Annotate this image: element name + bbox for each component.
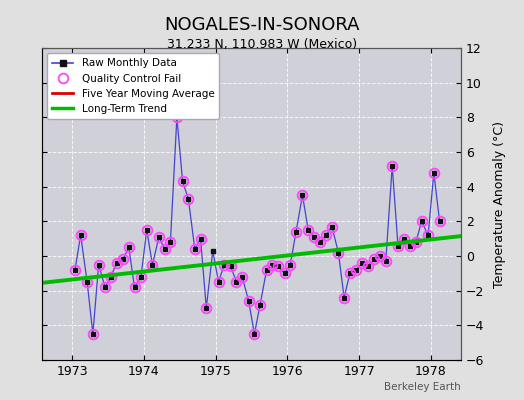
Y-axis label: Temperature Anomaly (°C): Temperature Anomaly (°C)	[493, 120, 506, 288]
Text: Berkeley Earth: Berkeley Earth	[385, 382, 461, 392]
Text: 31.233 N, 110.983 W (Mexico): 31.233 N, 110.983 W (Mexico)	[167, 38, 357, 51]
Legend: Raw Monthly Data, Quality Control Fail, Five Year Moving Average, Long-Term Tren: Raw Monthly Data, Quality Control Fail, …	[47, 53, 220, 119]
Text: NOGALES-IN-SONORA: NOGALES-IN-SONORA	[164, 16, 360, 34]
